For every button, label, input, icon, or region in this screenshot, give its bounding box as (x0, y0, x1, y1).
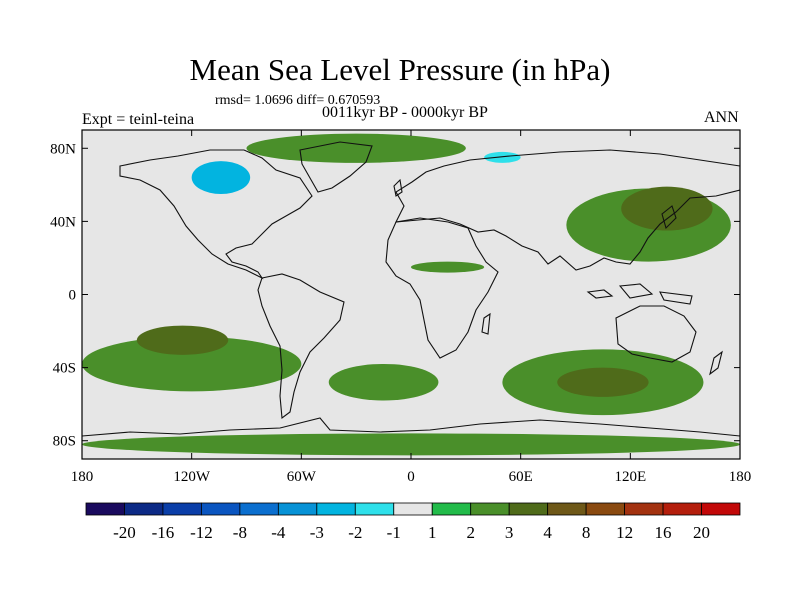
lat-tick-label: 0 (69, 288, 77, 304)
colorbar-label: -20 (113, 523, 136, 542)
experiment-label: Expt = teinl-teina (82, 111, 195, 128)
colorbar-label: 8 (582, 523, 591, 542)
colorbar-swatch (277, 502, 318, 516)
pressure-anomaly-region (328, 363, 439, 401)
colorbar-label: -4 (271, 523, 286, 542)
colorbar-swatch (162, 502, 202, 516)
pressure-anomaly-region (191, 161, 251, 194)
colorbar-label: 1 (428, 523, 437, 542)
lon-tick-label: 180 (71, 469, 94, 485)
colorbar-label: -3 (310, 523, 324, 542)
pressure-anomaly-region (478, 221, 508, 233)
colorbar-swatch (316, 502, 356, 516)
colorbar-label: -2 (348, 523, 362, 542)
colorbar-swatch (354, 502, 395, 516)
pressure-anomaly-region (557, 367, 649, 397)
lat-tick-label: 80S (53, 434, 76, 450)
lon-tick-label: 0 (407, 469, 415, 485)
colorbar-label: -16 (152, 523, 175, 542)
lat-tick-label: 40N (50, 214, 76, 230)
pressure-anomaly-region (136, 325, 229, 355)
colorbar-label: 3 (505, 523, 514, 542)
colorbar-label: 16 (655, 523, 672, 542)
lon-tick-label: 120W (173, 469, 211, 485)
colorbar-swatch (701, 502, 741, 516)
colorbar-label: -1 (387, 523, 401, 542)
period-label: 0011kyr BP - 0000kyr BP (322, 104, 488, 121)
chart-title: Mean Sea Level Pressure (in hPa) (189, 52, 611, 87)
colorbar-swatch (624, 502, 664, 516)
colorbar-swatch (201, 502, 241, 516)
colorbar-swatch (393, 502, 433, 516)
lon-tick-label: 60W (287, 469, 317, 485)
pressure-anomaly-region (484, 151, 521, 163)
pressure-field (82, 130, 740, 459)
colorbar-swatch (124, 502, 164, 516)
colorbar-swatch (547, 502, 587, 516)
lon-tick-label: 60E (509, 469, 533, 485)
coastlines (82, 141, 740, 437)
colorbar-label: 2 (466, 523, 475, 542)
lon-tick-label: 180 (729, 469, 752, 485)
lon-tick-label: 120E (614, 469, 646, 485)
colorbar-swatch (431, 502, 472, 516)
lat-tick-label: 80N (50, 141, 76, 157)
pressure-anomaly-region (82, 336, 302, 392)
colorbar-swatch (662, 502, 702, 516)
colorbar-swatch (585, 502, 625, 516)
colorbar-swatch (85, 502, 125, 516)
lat-tick-label: 40S (53, 361, 76, 377)
colorbar-label: 12 (616, 523, 633, 542)
colorbar-label: -12 (190, 523, 213, 542)
colorbar-swatch (239, 502, 279, 516)
map-axes: 180 120W 60W 0 60E 120E 180 80N 40N 0 40S 80S (50, 130, 751, 485)
pressure-anomaly-region (411, 261, 485, 273)
colorbar-label: 4 (543, 523, 552, 542)
pressure-anomaly-region (82, 433, 740, 456)
stats-label: rmsd= 1.0696 diff= 0.670593 (215, 93, 381, 108)
colorbar-swatch (508, 502, 549, 516)
season-label: ANN (704, 109, 739, 126)
colorbar-swatch (470, 502, 510, 516)
colorbar-label: 20 (693, 523, 710, 542)
colorbar-label: -8 (233, 523, 247, 542)
